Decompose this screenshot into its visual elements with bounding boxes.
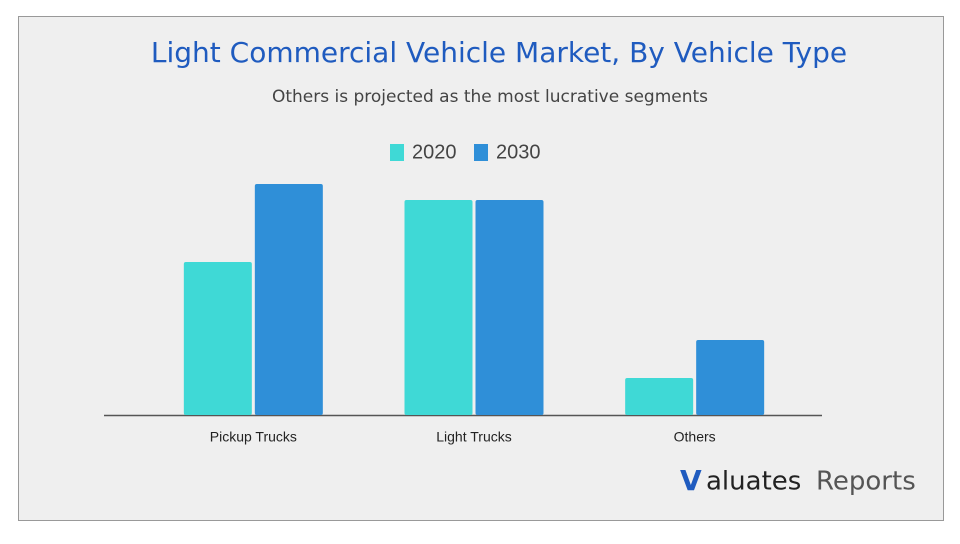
brand-name: aluates xyxy=(706,467,801,497)
bar xyxy=(696,340,765,415)
brand-suffix: Reports xyxy=(816,467,916,497)
x-tick-label: Light Trucks xyxy=(436,429,511,445)
legend-swatch xyxy=(474,144,488,161)
brand-mark: V xyxy=(680,464,702,497)
bar xyxy=(254,184,323,415)
chart-subtitle: Others is projected as the most lucrativ… xyxy=(272,87,708,107)
bar xyxy=(625,378,694,415)
chart-title: Light Commercial Vehicle Market, By Vehi… xyxy=(151,36,847,69)
bar xyxy=(404,200,473,415)
bar xyxy=(475,200,544,415)
legend-label: 2030 xyxy=(496,141,541,163)
legend-label: 2020 xyxy=(412,141,457,163)
legend-swatch xyxy=(390,144,404,161)
x-tick-label: Others xyxy=(674,429,716,445)
bar xyxy=(183,262,252,415)
x-tick-label: Pickup Trucks xyxy=(210,429,297,445)
